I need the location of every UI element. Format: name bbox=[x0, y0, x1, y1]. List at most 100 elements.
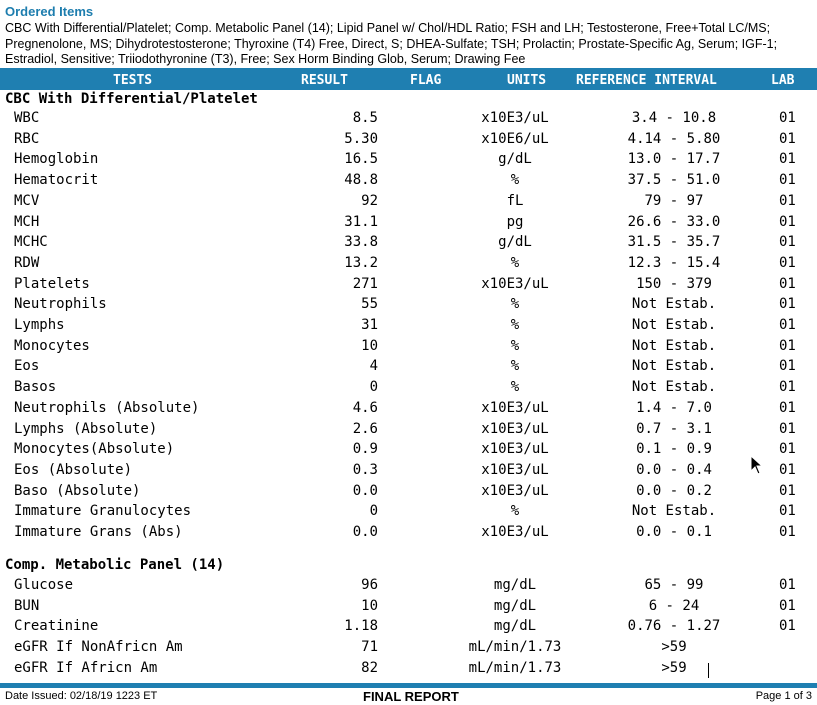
test-name: Eos bbox=[14, 358, 40, 375]
result-row: Hemoglobin 16.5 g/dL 13.0 - 17.7 01 bbox=[0, 151, 817, 171]
test-name: Basos bbox=[14, 379, 57, 396]
test-name: MCHC bbox=[14, 234, 48, 251]
units-value: x10E3/uL bbox=[481, 275, 549, 292]
result-value: 0.9 bbox=[352, 441, 378, 458]
units-value: mg/dL bbox=[493, 577, 537, 593]
header-result: RESULT bbox=[301, 73, 348, 88]
result-row: Monocytes 10% Not Estab. 01 bbox=[0, 338, 817, 358]
lab-code: 01 bbox=[779, 597, 796, 614]
test-name: Hemoglobin bbox=[14, 151, 99, 168]
section-title: CBC With Differential/Platelet bbox=[5, 91, 258, 107]
lab-code: 01 bbox=[779, 130, 796, 147]
result-row: Neutrophils (Absolute) 4.6 x10E3/uL 1.4 - 7… bbox=[0, 400, 817, 420]
lab-code: 01 bbox=[779, 577, 796, 593]
header-tests: TESTS bbox=[113, 73, 153, 88]
result-value: 2.6 bbox=[352, 420, 378, 437]
test-name: Eos (Absolute) bbox=[14, 461, 133, 478]
result-value: 55 bbox=[361, 296, 378, 313]
lab-code: 01 bbox=[779, 461, 796, 478]
test-name: Immature Granulocytes bbox=[14, 503, 192, 520]
units-value: % bbox=[510, 379, 520, 396]
result-value: 271 bbox=[352, 275, 378, 292]
units-value: fL bbox=[506, 192, 524, 209]
test-name: Monocytes bbox=[14, 337, 90, 354]
lab-code: 01 bbox=[779, 441, 796, 458]
header-units: UNITS bbox=[507, 73, 547, 88]
result-row: Lymphs 31% Not Estab. 01 bbox=[0, 317, 817, 337]
units-value: % bbox=[510, 337, 520, 354]
result-value: 13.2 bbox=[344, 254, 378, 271]
reference-interval: 0.7 - 3.1 bbox=[636, 420, 712, 437]
result-row: MCH 31.1 pg 26.6 - 33.0 01 bbox=[0, 214, 817, 234]
result-row: eGFR If Africn Am 82 mL/min/1.73 >59 bbox=[0, 660, 817, 680]
units-value: x10E3/uL bbox=[481, 399, 549, 416]
lab-code: 01 bbox=[779, 503, 796, 520]
reference-interval: 12.3 - 15.4 bbox=[627, 254, 721, 271]
units-value: mg/dL bbox=[493, 597, 537, 614]
lab-code: 01 bbox=[779, 618, 796, 635]
test-name: MCV bbox=[14, 192, 40, 209]
result-row: Neutrophils 55% Not Estab. 01 bbox=[0, 296, 817, 316]
result-value: 10 bbox=[361, 337, 378, 354]
reference-interval: Not Estab. bbox=[631, 358, 717, 375]
units-value: % bbox=[510, 172, 520, 189]
lab-code: 01 bbox=[779, 337, 796, 354]
lab-code: 01 bbox=[779, 379, 796, 396]
result-value: 16.5 bbox=[344, 151, 378, 168]
units-value: mL/min/1.73 bbox=[468, 659, 562, 676]
test-name: Baso (Absolute) bbox=[14, 482, 141, 499]
result-row: Eos 4% Not Estab. 01 bbox=[0, 358, 817, 378]
units-value: x10E3/uL bbox=[481, 461, 549, 478]
result-value: 82 bbox=[361, 659, 378, 676]
reference-interval: >59 bbox=[661, 639, 687, 656]
result-value: 0 bbox=[369, 503, 378, 520]
units-value: % bbox=[510, 317, 520, 333]
result-value: 0.0 bbox=[352, 482, 378, 499]
lab-code: 01 bbox=[779, 254, 796, 271]
lab-code: 01 bbox=[779, 151, 796, 168]
lab-code: 01 bbox=[779, 192, 796, 209]
test-name: Lymphs bbox=[14, 317, 65, 333]
units-value: pg bbox=[506, 213, 524, 230]
reference-interval: >59 bbox=[661, 659, 687, 676]
units-value: % bbox=[510, 358, 520, 375]
result-row: RDW 13.2% 12.3 - 15.4 01 bbox=[0, 255, 817, 275]
lab-code: 01 bbox=[779, 317, 796, 333]
result-value: 48.8 bbox=[344, 172, 378, 189]
test-name: Glucose bbox=[14, 577, 74, 593]
lab-code: 01 bbox=[779, 296, 796, 313]
result-row: Lymphs (Absolute) 2.6 x10E3/uL 0.7 - 3.1 01 bbox=[0, 421, 817, 441]
reference-interval: Not Estab. bbox=[631, 296, 717, 313]
result-row: BUN 10 mg/dL 6 - 24 01 bbox=[0, 598, 817, 618]
result-value: 1.18 bbox=[344, 618, 378, 635]
result-value: 92 bbox=[361, 192, 378, 209]
lab-code: 01 bbox=[779, 420, 796, 437]
test-name: Hematocrit bbox=[14, 172, 99, 189]
result-row: MCHC 33.8 g/dL 31.5 - 35.7 01 bbox=[0, 234, 817, 254]
result-value: 31.1 bbox=[344, 213, 378, 230]
reference-interval: 26.6 - 33.0 bbox=[627, 213, 721, 230]
test-name: Creatinine bbox=[14, 618, 99, 635]
units-value: % bbox=[510, 296, 520, 313]
units-value: g/dL bbox=[498, 234, 532, 251]
result-row: Monocytes(Absolute) 0.9 x10E3/uL 0.1 - 0.9 0… bbox=[0, 441, 817, 461]
test-name: Platelets bbox=[14, 275, 90, 292]
units-value: x10E3/uL bbox=[481, 482, 549, 499]
reference-interval: 150 - 379 bbox=[636, 275, 712, 292]
result-row: Platelets 271 x10E3/uL 150 - 379 01 bbox=[0, 276, 817, 296]
reference-interval: 4.14 - 5.80 bbox=[627, 130, 721, 147]
result-value: 0 bbox=[369, 379, 378, 396]
test-name: RDW bbox=[14, 254, 40, 271]
reference-interval: Not Estab. bbox=[631, 503, 717, 520]
ordered-items-text: CBC With Differential/Platelet; Comp. Me… bbox=[5, 21, 778, 66]
lab-code: 01 bbox=[779, 399, 796, 416]
units-value: mL/min/1.73 bbox=[468, 639, 562, 656]
lab-code: 01 bbox=[779, 110, 796, 126]
reference-interval: Not Estab. bbox=[631, 379, 717, 396]
reference-interval: 6 - 24 bbox=[648, 597, 700, 614]
lab-code: 01 bbox=[779, 358, 796, 375]
reference-interval: 0.1 - 0.9 bbox=[636, 441, 712, 458]
test-name: Neutrophils bbox=[14, 296, 107, 313]
results-header-bar: TESTS RESULT FLAG UNITS REFERENCE INTERV… bbox=[0, 68, 817, 90]
ordered-items-title: Ordered Items bbox=[5, 4, 94, 19]
